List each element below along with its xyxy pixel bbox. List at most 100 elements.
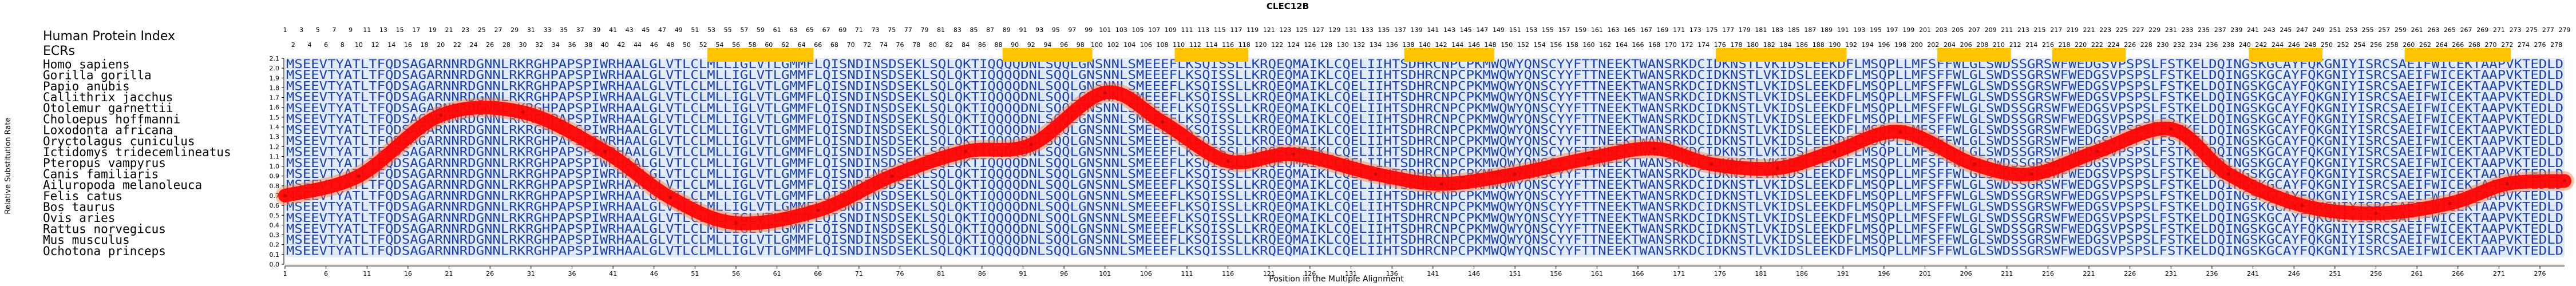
human-index-tick: 204 [1944,41,1956,49]
y-tick-label: 0.5 [270,212,280,219]
curve-point [1374,172,1378,176]
human-index-tick: 93 [1035,26,1043,34]
human-index-tick: 76 [896,41,904,49]
human-index-ticks: 1234567891011121314151617181920212223242… [283,26,2571,49]
human-index-tick: 258 [2387,41,2399,49]
y-tick-label: 1.5 [270,114,280,121]
human-index-tick: 80 [929,41,937,49]
human-index-tick: 208 [1976,41,1988,49]
curve-point [1775,166,1779,170]
human-index-tick: 153 [1525,26,1537,34]
human-index-tick: 205 [1952,26,1964,34]
sequence-row: MSEEVTYATLTFQDSAGARNNRDGNNLRKRGHPAPSPIWR… [286,211,2563,225]
human-index-tick: 4 [307,41,311,49]
curve-point [2169,127,2173,131]
human-index-tick: 57 [740,26,748,34]
human-index-tick: 158 [1566,41,1578,49]
human-index-tick: 216 [2042,41,2054,49]
human-index-tick: 58 [749,41,757,49]
human-index-tick: 77 [904,26,912,34]
species-label: Canis familiaris [43,167,159,181]
x-axis-label: Position in the Multiple Alignment [1269,275,1404,284]
human-index-tick: 94 [1043,41,1051,49]
y-tick-label: 0.6 [270,202,280,209]
ecr-block [2249,48,2322,62]
human-index-tick: 163 [1608,26,1620,34]
human-index-tick: 154 [1534,41,1546,49]
ecrs-label: ECRs [43,44,75,58]
x-tick-label: 191 [1837,270,1849,277]
human-index-tick: 44 [634,41,642,49]
species-label: Ochotona princeps [43,244,166,258]
human-index-tick: 152 [1517,41,1529,49]
y-tick-label: 0.7 [270,192,280,200]
human-index-tick: 128 [1320,41,1332,49]
alignment-sequences: MSEEVTYATLTFQDSAGARNNRDGNNLRKRGHPAPSPIWR… [285,57,2565,257]
human-index-tick: 221 [2083,26,2095,34]
y-tick-label: 0.9 [270,173,280,180]
human-index-tick: 51 [691,26,699,34]
curve-point [1226,160,1230,163]
ecr-block [1002,48,1093,62]
human-index-tick: 195 [1870,26,1882,34]
human-index-tick: 149 [1493,26,1505,34]
x-tick-label: 231 [2165,270,2177,277]
human-index-tick: 42 [617,41,625,49]
human-index-tick: 59 [757,26,765,34]
human-index-tick: 248 [2304,41,2316,49]
curve-point [2300,204,2304,208]
human-index-tick: 74 [880,41,888,49]
human-index-tick: 194 [1862,41,1874,49]
human-index-tick: 234 [2190,41,2202,49]
human-index-tick: 7 [332,26,336,34]
ecr-block [707,48,814,62]
human-index-tick: 72 [863,41,871,49]
human-index-tick: 202 [1927,41,1939,49]
y-axis-label: Relative Substitution Rate [4,118,13,214]
x-tick-label: 266 [2452,270,2464,277]
human-index-tick: 69 [838,26,846,34]
x-tick-label: 111 [1181,270,1193,277]
x-tick-label: 216 [2042,270,2054,277]
human-index-tick: 201 [1919,26,1931,34]
human-index-tick: 102 [1107,41,1119,49]
curve-point [603,149,607,153]
human-index-tick: 213 [2017,26,2029,34]
human-index-tick: 66 [814,41,822,49]
x-tick-label: 141 [1427,270,1439,277]
human-index-tick: 23 [461,26,469,34]
human-index-tick: 256 [2370,41,2382,49]
human-index-tick: 139 [1411,26,1423,34]
species-label: Choloepus hoffmanni [43,112,180,126]
species-label: Homo sapiens [43,57,130,71]
human-index-tick: 91 [1019,26,1027,34]
human-index-tick: 73 [872,26,880,34]
x-tick-label: 241 [2247,270,2259,277]
human-index-tick: 214 [2025,41,2037,49]
sequence-row: MSEEVTYATLTFQDSAGARNNRDGNNLRKRGHPAPSPIWR… [286,156,2563,170]
species-label: Oryctolagus cuniculus [43,134,195,148]
human-index-tick: 265 [2444,26,2456,34]
human-index-tick: 271 [2493,26,2505,34]
human-index-tick: 141 [1427,26,1439,34]
human-index-tick: 82 [945,41,953,49]
y-tick-label: 0.3 [270,232,280,239]
human-index-tick: 168 [1648,41,1660,49]
human-index-tick: 104 [1123,41,1135,49]
human-index-tick: 112 [1189,41,1201,49]
human-index-tick: 255 [2362,26,2374,34]
human-index-tick: 106 [1140,41,1152,49]
human-index-tick: 98 [1077,41,1085,49]
human-index-tick: 266 [2452,41,2464,49]
human-index-tick: 2 [291,41,295,49]
curve-point [2563,179,2566,183]
human-index-tick: 10 [355,41,363,49]
human-index-tick: 275 [2526,26,2538,34]
human-index-tick: 187 [1804,26,1816,34]
human-index-tick: 131 [1345,26,1357,34]
human-index-tick: 107 [1148,26,1160,34]
human-index-tick: 144 [1451,41,1463,49]
human-index-tick: 116 [1222,41,1234,49]
human-index-tick: 142 [1435,41,1447,49]
